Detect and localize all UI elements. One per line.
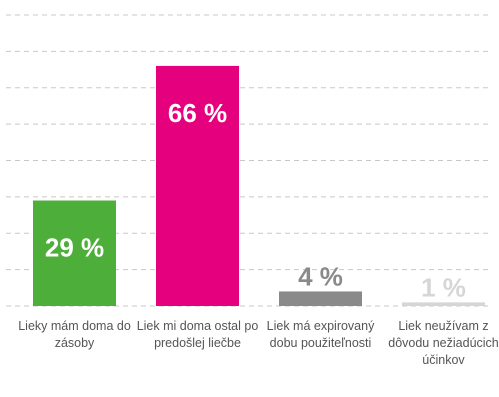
value-label: 4 % bbox=[298, 261, 343, 291]
bar bbox=[402, 302, 485, 306]
value-label: 29 % bbox=[45, 233, 104, 263]
x-tick-label: Liek má expirovaný dobu použiteľnosti bbox=[266, 319, 375, 350]
x-tick-label: Liek mi doma ostal po predošlej liečbe bbox=[136, 319, 259, 350]
x-tick-label: Liek neužívam z dôvodu nežiadúcich účink… bbox=[388, 319, 499, 367]
bar bbox=[156, 65, 239, 306]
bar bbox=[279, 291, 362, 306]
value-label: 1 % bbox=[421, 272, 466, 302]
bar bbox=[33, 200, 116, 306]
value-label: 66 % bbox=[168, 98, 227, 128]
x-tick-label: Lieky mám doma do zásoby bbox=[18, 319, 131, 350]
